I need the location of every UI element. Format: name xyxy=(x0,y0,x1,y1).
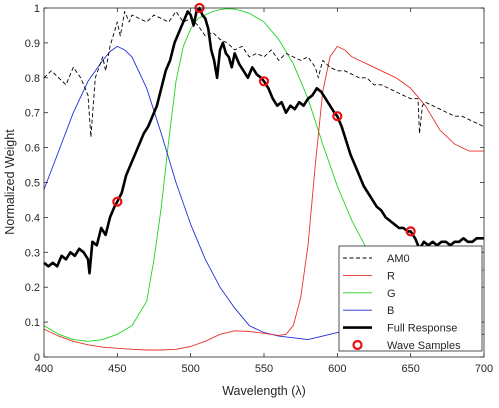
x-axis-label: Wavelength (λ) xyxy=(222,384,306,398)
y-tick-label: 1 xyxy=(34,3,40,15)
wave-sample-point xyxy=(405,226,416,237)
legend-label-b: B xyxy=(387,305,394,317)
x-tick-label: 650 xyxy=(401,363,419,375)
wave-sample-point xyxy=(112,196,123,207)
series-line-am0 xyxy=(43,11,485,138)
y-axis-label: Normalized Weight xyxy=(3,129,17,235)
y-tick-label: 0.2 xyxy=(25,282,40,294)
x-tick-label: 500 xyxy=(181,363,199,375)
y-tick-label: 0.4 xyxy=(25,212,40,224)
y-tick-label: 0.3 xyxy=(25,247,40,259)
x-tick-label: 400 xyxy=(35,363,53,375)
wave-sample-point xyxy=(332,111,343,122)
legend: AM0 RGB Full Response Wave Samples xyxy=(338,245,483,352)
legend-label-wave-samples: Wave Samples xyxy=(387,340,461,352)
y-tick-label: 0.8 xyxy=(25,73,40,85)
series-line-r xyxy=(43,45,484,351)
y-tick-label: 0.6 xyxy=(25,143,40,155)
legend-swatch-wave-samples xyxy=(352,339,363,351)
legend-label-r: R xyxy=(387,270,395,282)
y-tick-label: 0.7 xyxy=(25,108,40,120)
y-tick-label: 0.9 xyxy=(25,38,40,50)
legend-label-full-response: Full Response xyxy=(387,323,457,335)
ticks-layer: 400 450 500 550 600 650 700 0 0.1 0.2 0.3 0.4 0.5 0.6… xyxy=(25,3,493,375)
x-tick-label: 450 xyxy=(108,363,126,375)
legend-label-am0: AM0 xyxy=(387,253,410,265)
x-tick-label: 550 xyxy=(255,363,273,375)
legend-box xyxy=(338,245,483,352)
y-tick-label: 0 xyxy=(34,352,40,364)
y-tick-label: 0.5 xyxy=(25,178,40,190)
y-tick-label: 0.1 xyxy=(25,317,40,329)
x-tick-label: 700 xyxy=(475,363,493,375)
x-tick-label: 600 xyxy=(328,363,346,375)
wave-sample-point xyxy=(258,76,270,87)
legend-label-g: G xyxy=(387,288,396,300)
